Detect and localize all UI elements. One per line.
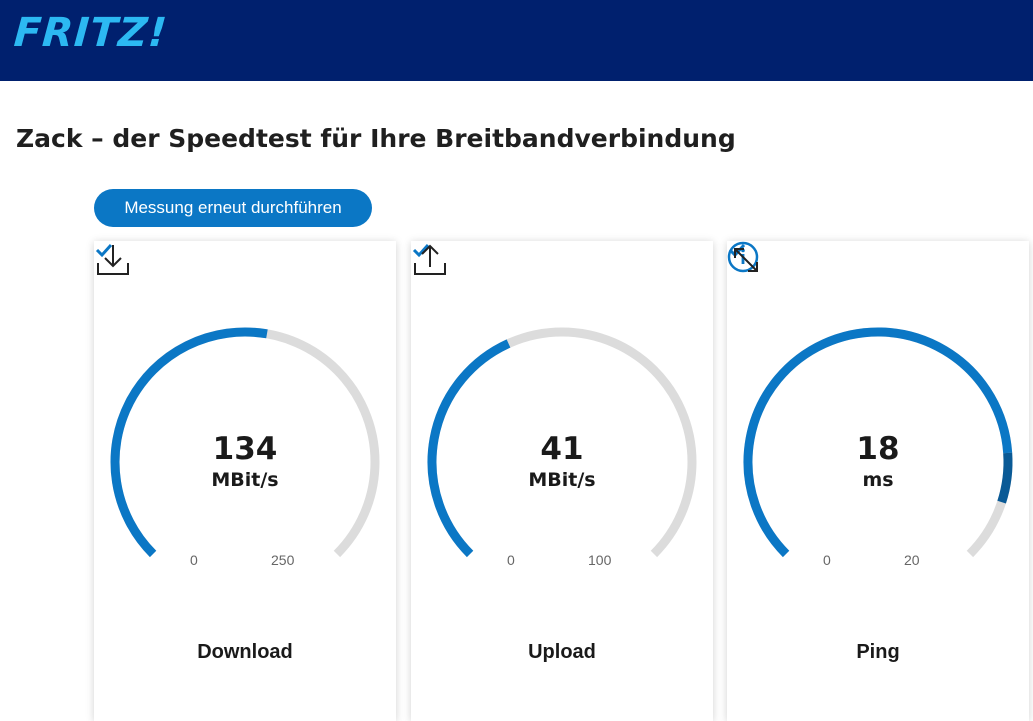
ping-gauge-fill (743, 327, 1013, 558)
ping-label: Ping (856, 641, 900, 663)
check-icon (95, 243, 113, 258)
download-label: Download (197, 641, 293, 663)
download-max-label: 250 (271, 552, 295, 568)
ping-max-label: 20 (904, 552, 920, 568)
download-unit: MBit/s (211, 469, 279, 491)
top-bar: FRITZ! (0, 0, 1033, 81)
download-min-label: 0 (190, 552, 198, 568)
download-card: 134 MBit/s 0 250 Download (94, 241, 396, 721)
check-icon (412, 243, 430, 258)
page-title: Zack – der Speedtest für Ihre Breitbandv… (16, 124, 736, 153)
rerun-measurement-button[interactable]: Messung erneut durchführen (94, 189, 372, 227)
ping-value: 18 (856, 431, 900, 467)
download-gauge (110, 327, 380, 558)
upload-card: 41 MBit/s 0 100 Upload (411, 241, 713, 721)
upload-max-label: 100 (588, 552, 612, 568)
upload-gauge (427, 327, 697, 558)
upload-gauge-fill (427, 339, 511, 558)
download-gauge-fill (110, 327, 268, 558)
ping-card: 18 ms 0 20 Ping (727, 241, 1029, 721)
upload-unit: MBit/s (528, 469, 596, 491)
ping-min-label: 0 (823, 552, 831, 568)
ping-gauge-fill-end (997, 452, 1013, 504)
upload-icon (414, 244, 446, 275)
ping-arrows-icon (734, 248, 758, 272)
upload-min-label: 0 (507, 552, 515, 568)
upload-value: 41 (540, 431, 584, 467)
upload-label: Upload (528, 641, 596, 663)
download-icon (97, 245, 129, 275)
ping-gauge (743, 327, 1013, 558)
ping-unit: ms (862, 469, 894, 491)
fritz-logo[interactable]: FRITZ! (12, 10, 170, 56)
download-value: 134 (212, 431, 278, 467)
